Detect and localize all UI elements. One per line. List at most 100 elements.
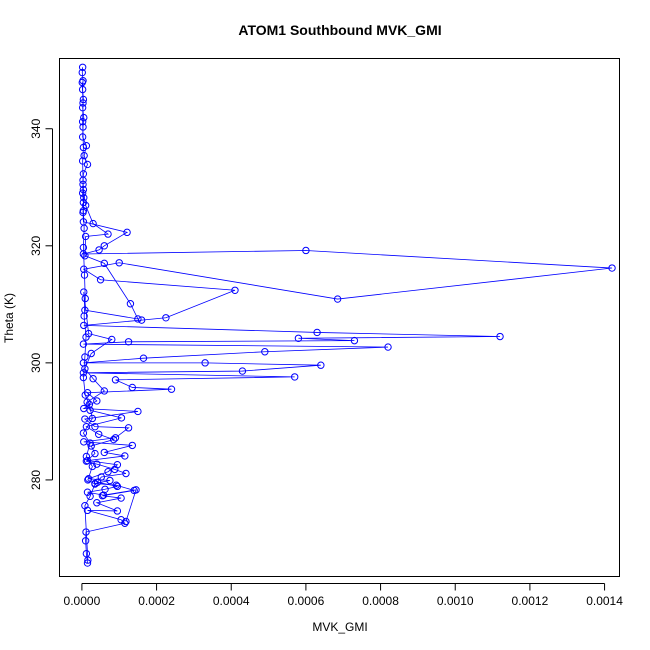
data-point (134, 315, 142, 323)
data-point (122, 517, 130, 526)
data-point (93, 499, 101, 507)
data-point (79, 143, 88, 152)
data-point (79, 206, 88, 215)
data-point (111, 465, 119, 474)
data-point (79, 243, 88, 252)
data-point (96, 276, 105, 284)
data-point (80, 271, 89, 279)
data-point (81, 353, 89, 361)
data-point (111, 376, 120, 384)
data-point (81, 294, 89, 303)
data-point (78, 68, 86, 77)
data-point (81, 365, 89, 373)
data-point (78, 189, 87, 197)
data-point (608, 264, 616, 272)
data-point (128, 383, 137, 392)
data-point (80, 194, 88, 202)
data-point (79, 176, 87, 184)
x-tick-label: 0.0002 (138, 594, 175, 608)
data-point (84, 556, 92, 564)
y-tick-label: 320 (29, 235, 43, 255)
y-axis-label: Theta (K) (2, 293, 16, 343)
series-line (81, 67, 613, 564)
data-point (80, 224, 88, 232)
data-point (100, 387, 109, 395)
data-point (91, 422, 99, 431)
data-point (78, 63, 87, 71)
data-point (80, 321, 88, 330)
data-point (87, 349, 95, 358)
data-point (88, 414, 97, 423)
data-point (126, 300, 135, 308)
data-point (106, 476, 114, 485)
data-series (78, 78, 99, 564)
data-point (122, 469, 130, 478)
series-line (82, 189, 139, 522)
data-point (83, 160, 92, 169)
data-point (85, 400, 94, 409)
data-point (82, 333, 90, 341)
data-point (121, 452, 129, 460)
x-tick-label: 0.0008 (362, 594, 399, 608)
data-point (261, 348, 269, 356)
data-point (79, 429, 88, 437)
data-point (162, 314, 170, 322)
data-point (100, 242, 109, 250)
data-point (81, 232, 90, 241)
plot-area-frame (59, 58, 620, 577)
y-tick-label: 300 (29, 353, 43, 373)
data-point (201, 359, 209, 367)
data-point (81, 391, 89, 399)
data-point (79, 340, 88, 348)
data-point (81, 415, 89, 423)
data-point (113, 507, 122, 515)
data-series-group (78, 63, 616, 567)
data-point (89, 219, 97, 228)
data-point (88, 462, 97, 471)
data-point (78, 157, 87, 165)
data-point (117, 494, 125, 502)
data-point (291, 373, 299, 381)
data-point (84, 476, 92, 484)
data-point (78, 118, 87, 126)
data-point (100, 259, 109, 268)
data-point (108, 335, 116, 344)
data-point (137, 316, 146, 324)
x-axis-label: MVK_GMI (312, 620, 367, 634)
data-point (115, 259, 123, 267)
data-point (100, 448, 109, 457)
data-point (91, 480, 99, 488)
data-point (350, 336, 359, 345)
data-series (79, 185, 142, 526)
data-point (124, 424, 133, 432)
data-point (80, 113, 88, 122)
data-point (80, 312, 88, 320)
data-point (99, 491, 108, 499)
data-point (91, 449, 99, 458)
data-point (81, 537, 90, 545)
data-point (89, 374, 97, 383)
data-point (95, 246, 103, 254)
data-point (82, 422, 91, 431)
data-point (81, 252, 89, 260)
data-point (104, 230, 112, 238)
data-point (496, 332, 504, 341)
series-line (81, 82, 96, 561)
data-point (93, 397, 101, 405)
data-point (79, 373, 88, 382)
x-tick-label: 0.0000 (64, 594, 101, 608)
data-point (117, 414, 126, 422)
y-axis: 280 300 320 340 (29, 118, 53, 490)
data-point (78, 78, 86, 87)
chart-title: ATOM1 Southbound MVK_GMI (238, 22, 441, 38)
x-tick-label: 0.0012 (512, 594, 549, 608)
x-tick-label: 0.0004 (213, 594, 250, 608)
y-tick-label: 340 (29, 118, 43, 138)
data-point (132, 486, 140, 494)
data-point (123, 228, 131, 237)
data-point (231, 286, 239, 294)
data-point (113, 482, 122, 491)
x-tick-label: 0.0014 (586, 594, 623, 608)
data-point (84, 475, 93, 483)
